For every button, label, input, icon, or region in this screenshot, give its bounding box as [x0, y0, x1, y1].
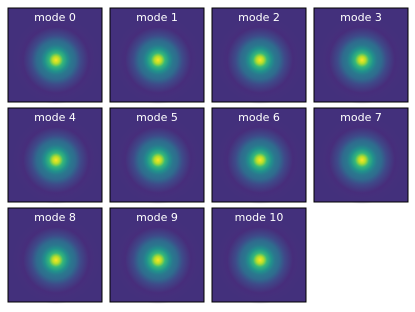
panel-title: mode 2	[238, 11, 280, 24]
panel-title: mode 1	[136, 11, 178, 24]
intensity-blob	[114, 216, 202, 304]
panel: mode 4	[7, 107, 103, 204]
panel: mode 0	[7, 7, 103, 104]
panel: mode 2	[211, 7, 307, 104]
panel-title: mode 3	[340, 11, 382, 24]
intensity-blob	[12, 16, 100, 104]
panel-frame	[211, 207, 307, 303]
panel-frame	[211, 7, 307, 103]
panel-frame	[313, 7, 409, 103]
panel-frame	[109, 207, 205, 303]
panel: mode 7	[313, 107, 409, 204]
panel-title: mode 10	[235, 211, 284, 224]
intensity-blob	[114, 16, 202, 104]
panel-title: mode 8	[34, 211, 76, 224]
panel: mode 9	[109, 207, 205, 304]
panel-frame	[313, 107, 409, 203]
panel-frame	[109, 107, 205, 203]
panel-title: mode 9	[136, 211, 178, 224]
panel: mode 5	[109, 107, 205, 204]
panel: mode 3	[313, 7, 409, 104]
intensity-blob	[114, 116, 202, 204]
panel-frame	[7, 7, 103, 103]
panel-frame	[109, 7, 205, 103]
panel-title: mode 5	[136, 111, 178, 124]
panel-frame	[7, 207, 103, 303]
intensity-blob	[318, 116, 406, 204]
intensity-blob	[318, 16, 406, 104]
panel-title: mode 4	[34, 111, 76, 124]
intensity-blob	[12, 116, 100, 204]
intensity-blob	[216, 16, 304, 104]
panel: mode 6	[211, 107, 307, 204]
panel-title: mode 0	[34, 11, 76, 24]
intensity-blob	[12, 216, 100, 304]
intensity-blob	[216, 216, 304, 304]
panel: mode 8	[7, 207, 103, 304]
intensity-blob	[216, 116, 304, 204]
panel-title: mode 7	[340, 111, 382, 124]
panel-frame	[211, 107, 307, 203]
panel-frame	[7, 107, 103, 203]
panel-title: mode 6	[238, 111, 280, 124]
panel: mode 10	[211, 207, 307, 304]
panel: mode 1	[109, 7, 205, 104]
